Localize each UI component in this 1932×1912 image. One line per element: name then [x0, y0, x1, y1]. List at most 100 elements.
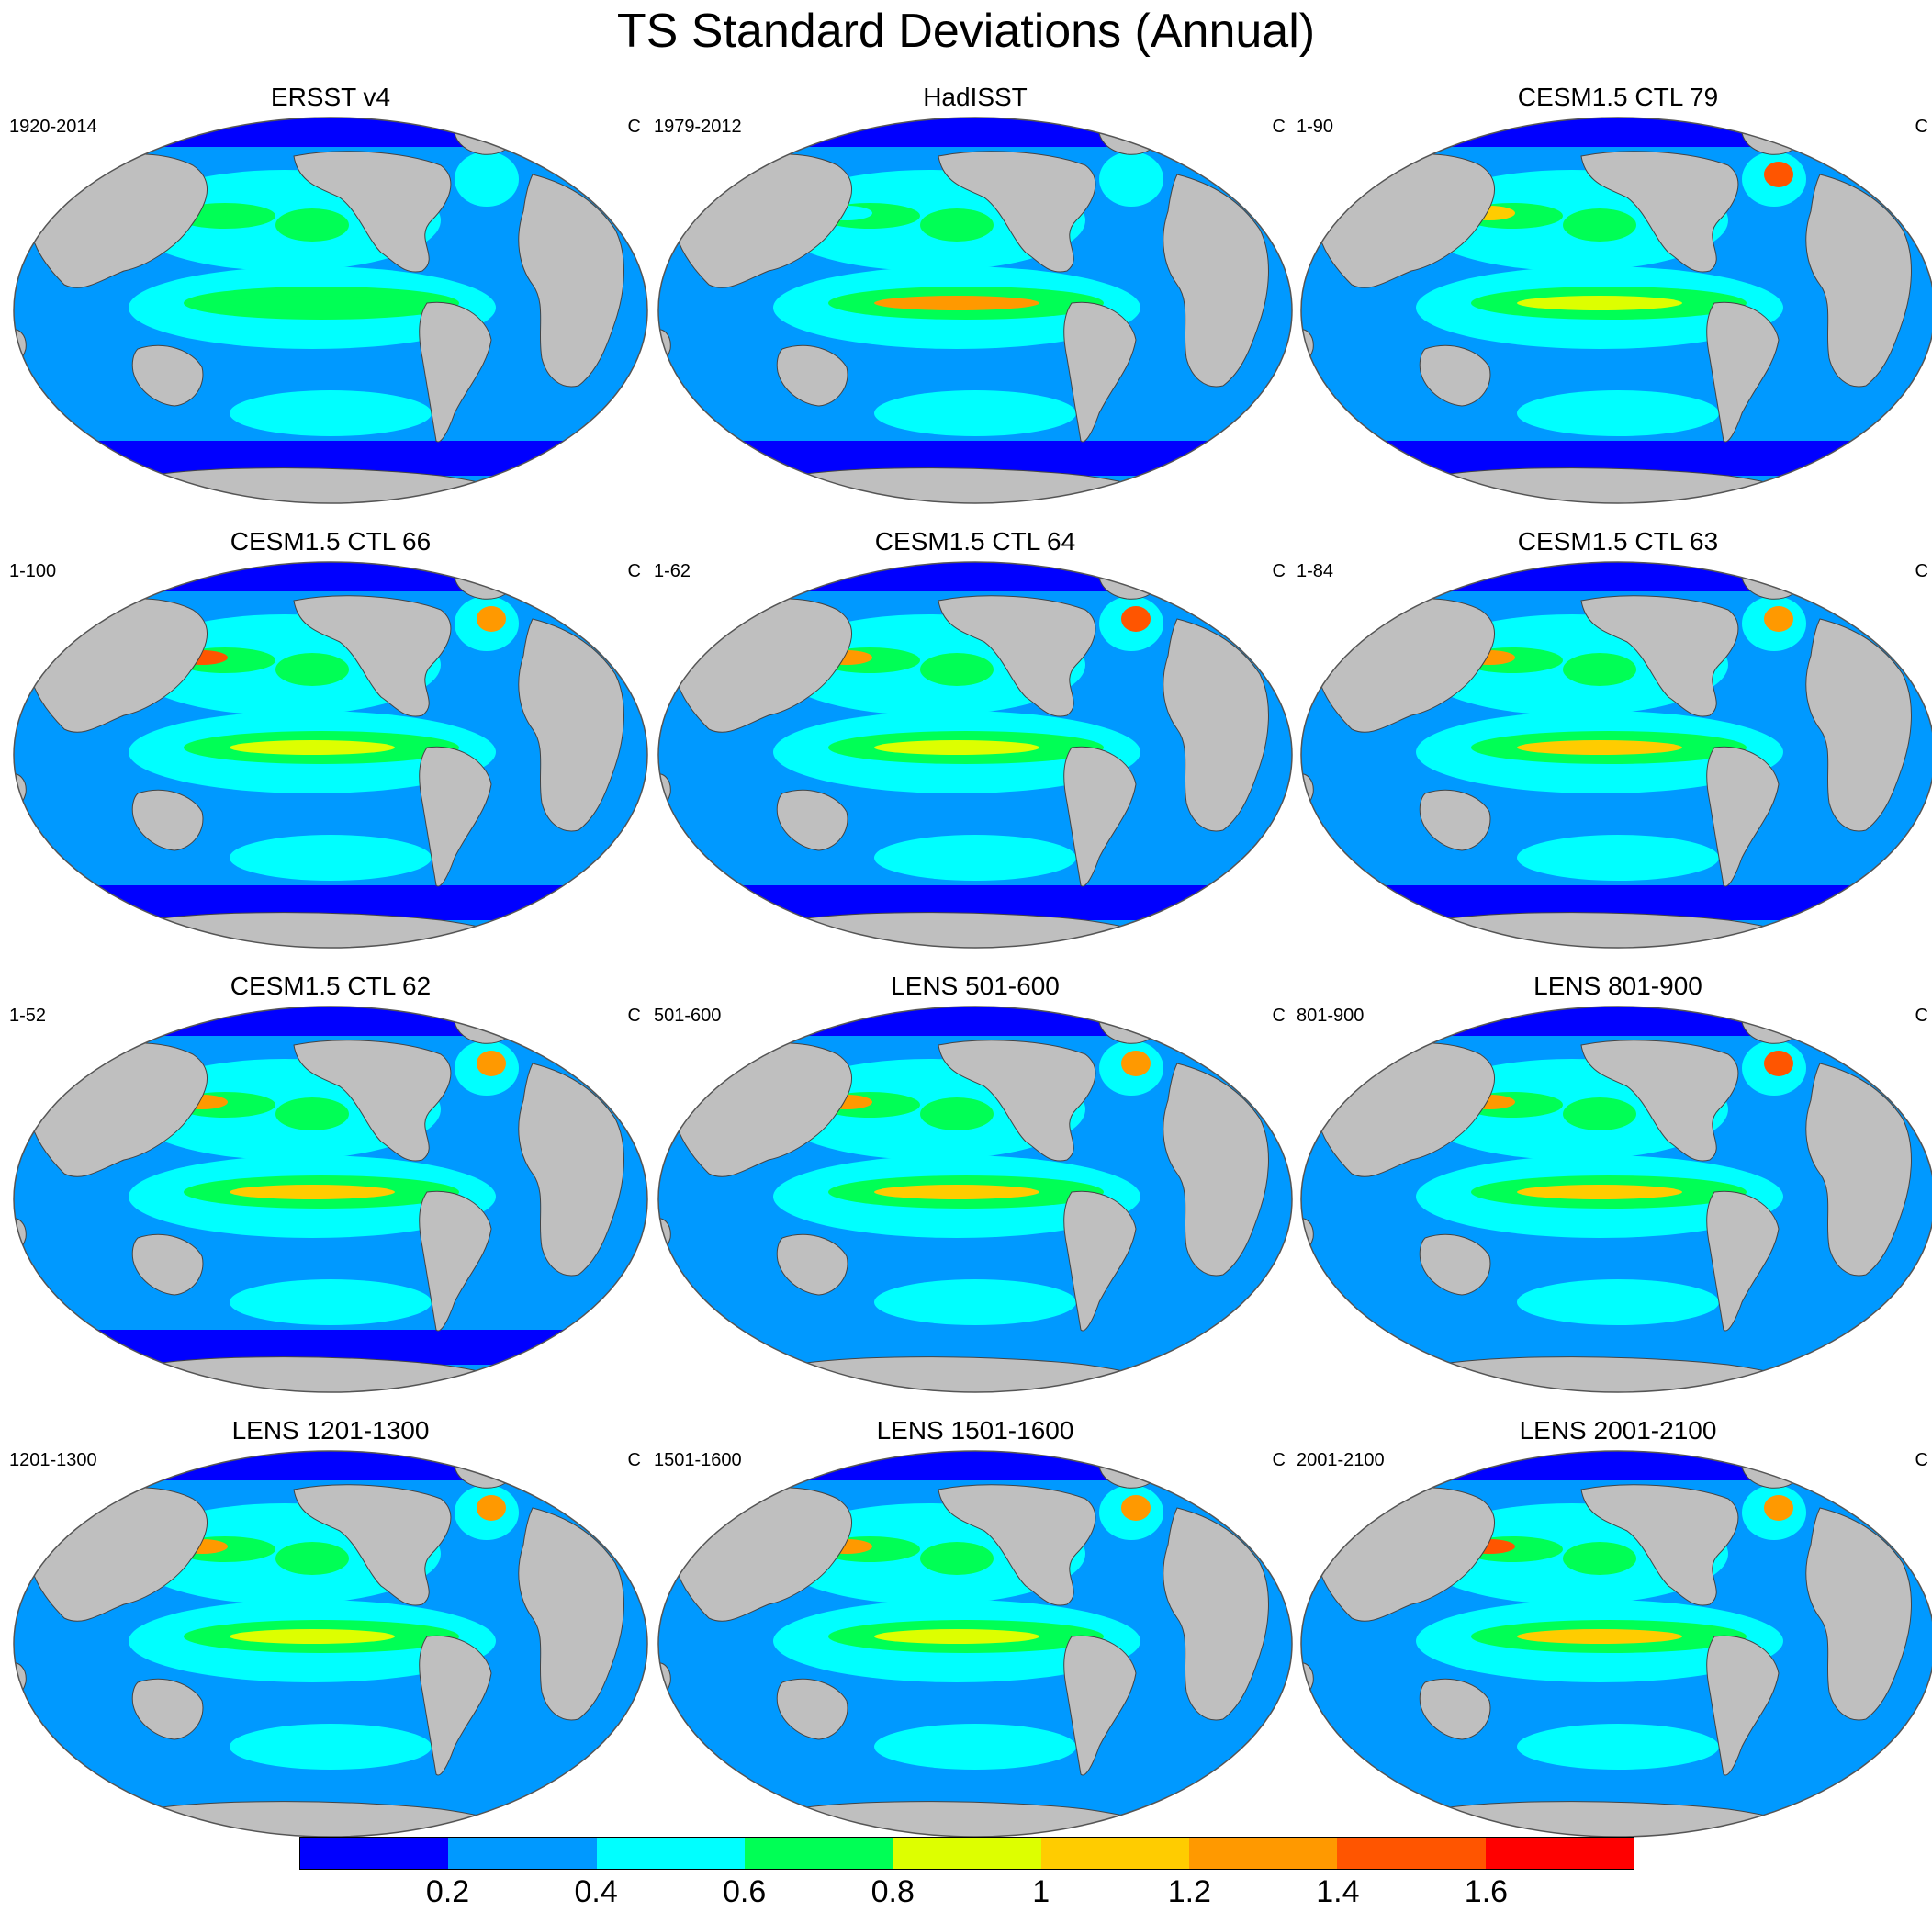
gulf-stream-core	[1764, 606, 1793, 632]
north-pacific-core	[275, 208, 349, 242]
colorbar-box-7	[1188, 1838, 1338, 1869]
globe-outline	[1300, 561, 1932, 949]
australia-land	[131, 1234, 204, 1296]
panel-period: 1-62	[654, 561, 691, 581]
north-pacific-core	[920, 1542, 994, 1575]
colorbar-tick-label: 0.4	[574, 1874, 618, 1909]
map-panel-4: CESM1.5 CTL 66 1-100 C	[9, 527, 652, 950]
enso-core	[1517, 1185, 1682, 1199]
map-panel-12: LENS 2001-2100 2001-2100 C	[1297, 1416, 1932, 1839]
north-pacific-core	[920, 1097, 994, 1130]
south-america-land	[1063, 1190, 1137, 1332]
map-projection	[1300, 1450, 1932, 1838]
panel-period: 1-52	[9, 1006, 47, 1026]
panel-period: 801-900	[1297, 1006, 1365, 1026]
australia-land	[776, 345, 848, 407]
north-america-land	[1580, 151, 1739, 273]
south-pacific-band	[874, 1724, 1076, 1770]
colorbar-box-1	[300, 1838, 449, 1869]
europe-africa-land	[518, 618, 624, 832]
south-pacific-band	[230, 1724, 432, 1770]
enso-core	[1517, 296, 1682, 310]
panel-period: 501-600	[654, 1006, 722, 1026]
europe-africa-land	[518, 1507, 624, 1721]
panel-period: 1920-2014	[9, 117, 97, 137]
colorbar-tick-label: 0.2	[425, 1874, 470, 1909]
north-america-land	[938, 595, 1096, 717]
map-panel-2: HadISST 1979-2012 C	[654, 83, 1297, 505]
north-america-land	[293, 1040, 452, 1162]
map-projection	[1300, 1006, 1932, 1393]
north-pacific-core	[1563, 1097, 1636, 1130]
colorbar-box-3	[596, 1838, 745, 1869]
south-pacific-band	[230, 390, 432, 436]
gulf-stream-core	[477, 162, 506, 187]
panel-units: C	[1915, 1450, 1928, 1470]
panel-units: C	[1272, 117, 1286, 137]
panel-title: LENS 501-600	[891, 972, 1060, 1000]
gulf-stream-core	[1121, 606, 1151, 632]
australia-land	[1419, 1679, 1491, 1740]
panel-title: CESM1.5 CTL 66	[230, 527, 432, 556]
map-projection	[1300, 561, 1932, 949]
australia-land	[131, 1679, 204, 1740]
map-projection	[13, 1450, 648, 1838]
map-panel-3: CESM1.5 CTL 79 1-90 C	[1297, 83, 1932, 505]
north-pacific-core	[920, 653, 994, 686]
north-pacific-core	[1563, 1542, 1636, 1575]
south-america-land	[1063, 301, 1137, 443]
north-america-land	[293, 595, 452, 717]
south-america-land	[419, 301, 492, 443]
south-pacific-band	[1517, 1279, 1719, 1325]
south-america-land	[1706, 301, 1780, 443]
south-pacific-band	[1517, 390, 1719, 436]
map-panel-5: CESM1.5 CTL 64 1-62 C	[654, 527, 1297, 950]
south-pacific-band	[874, 835, 1076, 881]
south-america-land	[1063, 746, 1137, 887]
australia-land	[131, 790, 204, 851]
australia-land	[1419, 1234, 1491, 1296]
panel-units: C	[1915, 1006, 1928, 1026]
enso-core	[230, 1629, 395, 1644]
panel-period: 1501-1600	[654, 1450, 742, 1470]
globe-outline	[13, 117, 648, 504]
gulf-stream-core	[1121, 1495, 1151, 1521]
map-projection	[657, 1006, 1293, 1393]
north-pacific-core	[1563, 653, 1636, 686]
south-pacific-band	[230, 1279, 432, 1325]
colorbar-box-8	[1337, 1838, 1486, 1869]
panel-units: C	[1915, 561, 1928, 581]
colorbar	[299, 1837, 1634, 1870]
south-pacific-band	[874, 390, 1076, 436]
map-projection	[657, 561, 1293, 949]
map-panel-10: LENS 1201-1300 1201-1300 C	[9, 1416, 652, 1839]
enso-core	[1517, 740, 1682, 755]
south-pacific-band	[874, 1279, 1076, 1325]
map-projection	[13, 561, 648, 949]
panel-title: LENS 2001-2100	[1519, 1416, 1717, 1445]
south-pacific-band	[230, 835, 432, 881]
north-america-land	[938, 151, 1096, 273]
north-america-land	[938, 1484, 1096, 1606]
gulf-stream-core	[477, 1051, 506, 1076]
europe-africa-land	[1163, 1063, 1269, 1277]
globe-outline	[13, 1006, 648, 1393]
enso-core	[874, 740, 1039, 755]
figure-title: TS Standard Deviations (Annual)	[616, 5, 1316, 58]
map-panel-1: ERSST v4 1920-2014 C	[9, 83, 652, 505]
panel-title: ERSST v4	[270, 83, 391, 111]
north-america-land	[293, 1484, 452, 1606]
panel-period: 1-100	[9, 561, 57, 581]
north-pacific-core	[275, 1097, 349, 1130]
north-america-land	[1580, 595, 1739, 717]
panel-period: 1201-1300	[9, 1450, 97, 1470]
gulf-stream-core	[1121, 162, 1151, 187]
panel-units: C	[627, 1006, 641, 1026]
map-projection	[657, 1450, 1293, 1838]
colorbar-labels: 0.2 0.4 0.6 0.8 1 1.2 1.4 1.6	[299, 1873, 1634, 1910]
gulf-stream-core	[1764, 1051, 1793, 1076]
australia-land	[1419, 345, 1491, 407]
south-america-land	[1706, 1635, 1780, 1776]
globe-outline	[1300, 117, 1932, 504]
gulf-stream-core	[477, 1495, 506, 1521]
